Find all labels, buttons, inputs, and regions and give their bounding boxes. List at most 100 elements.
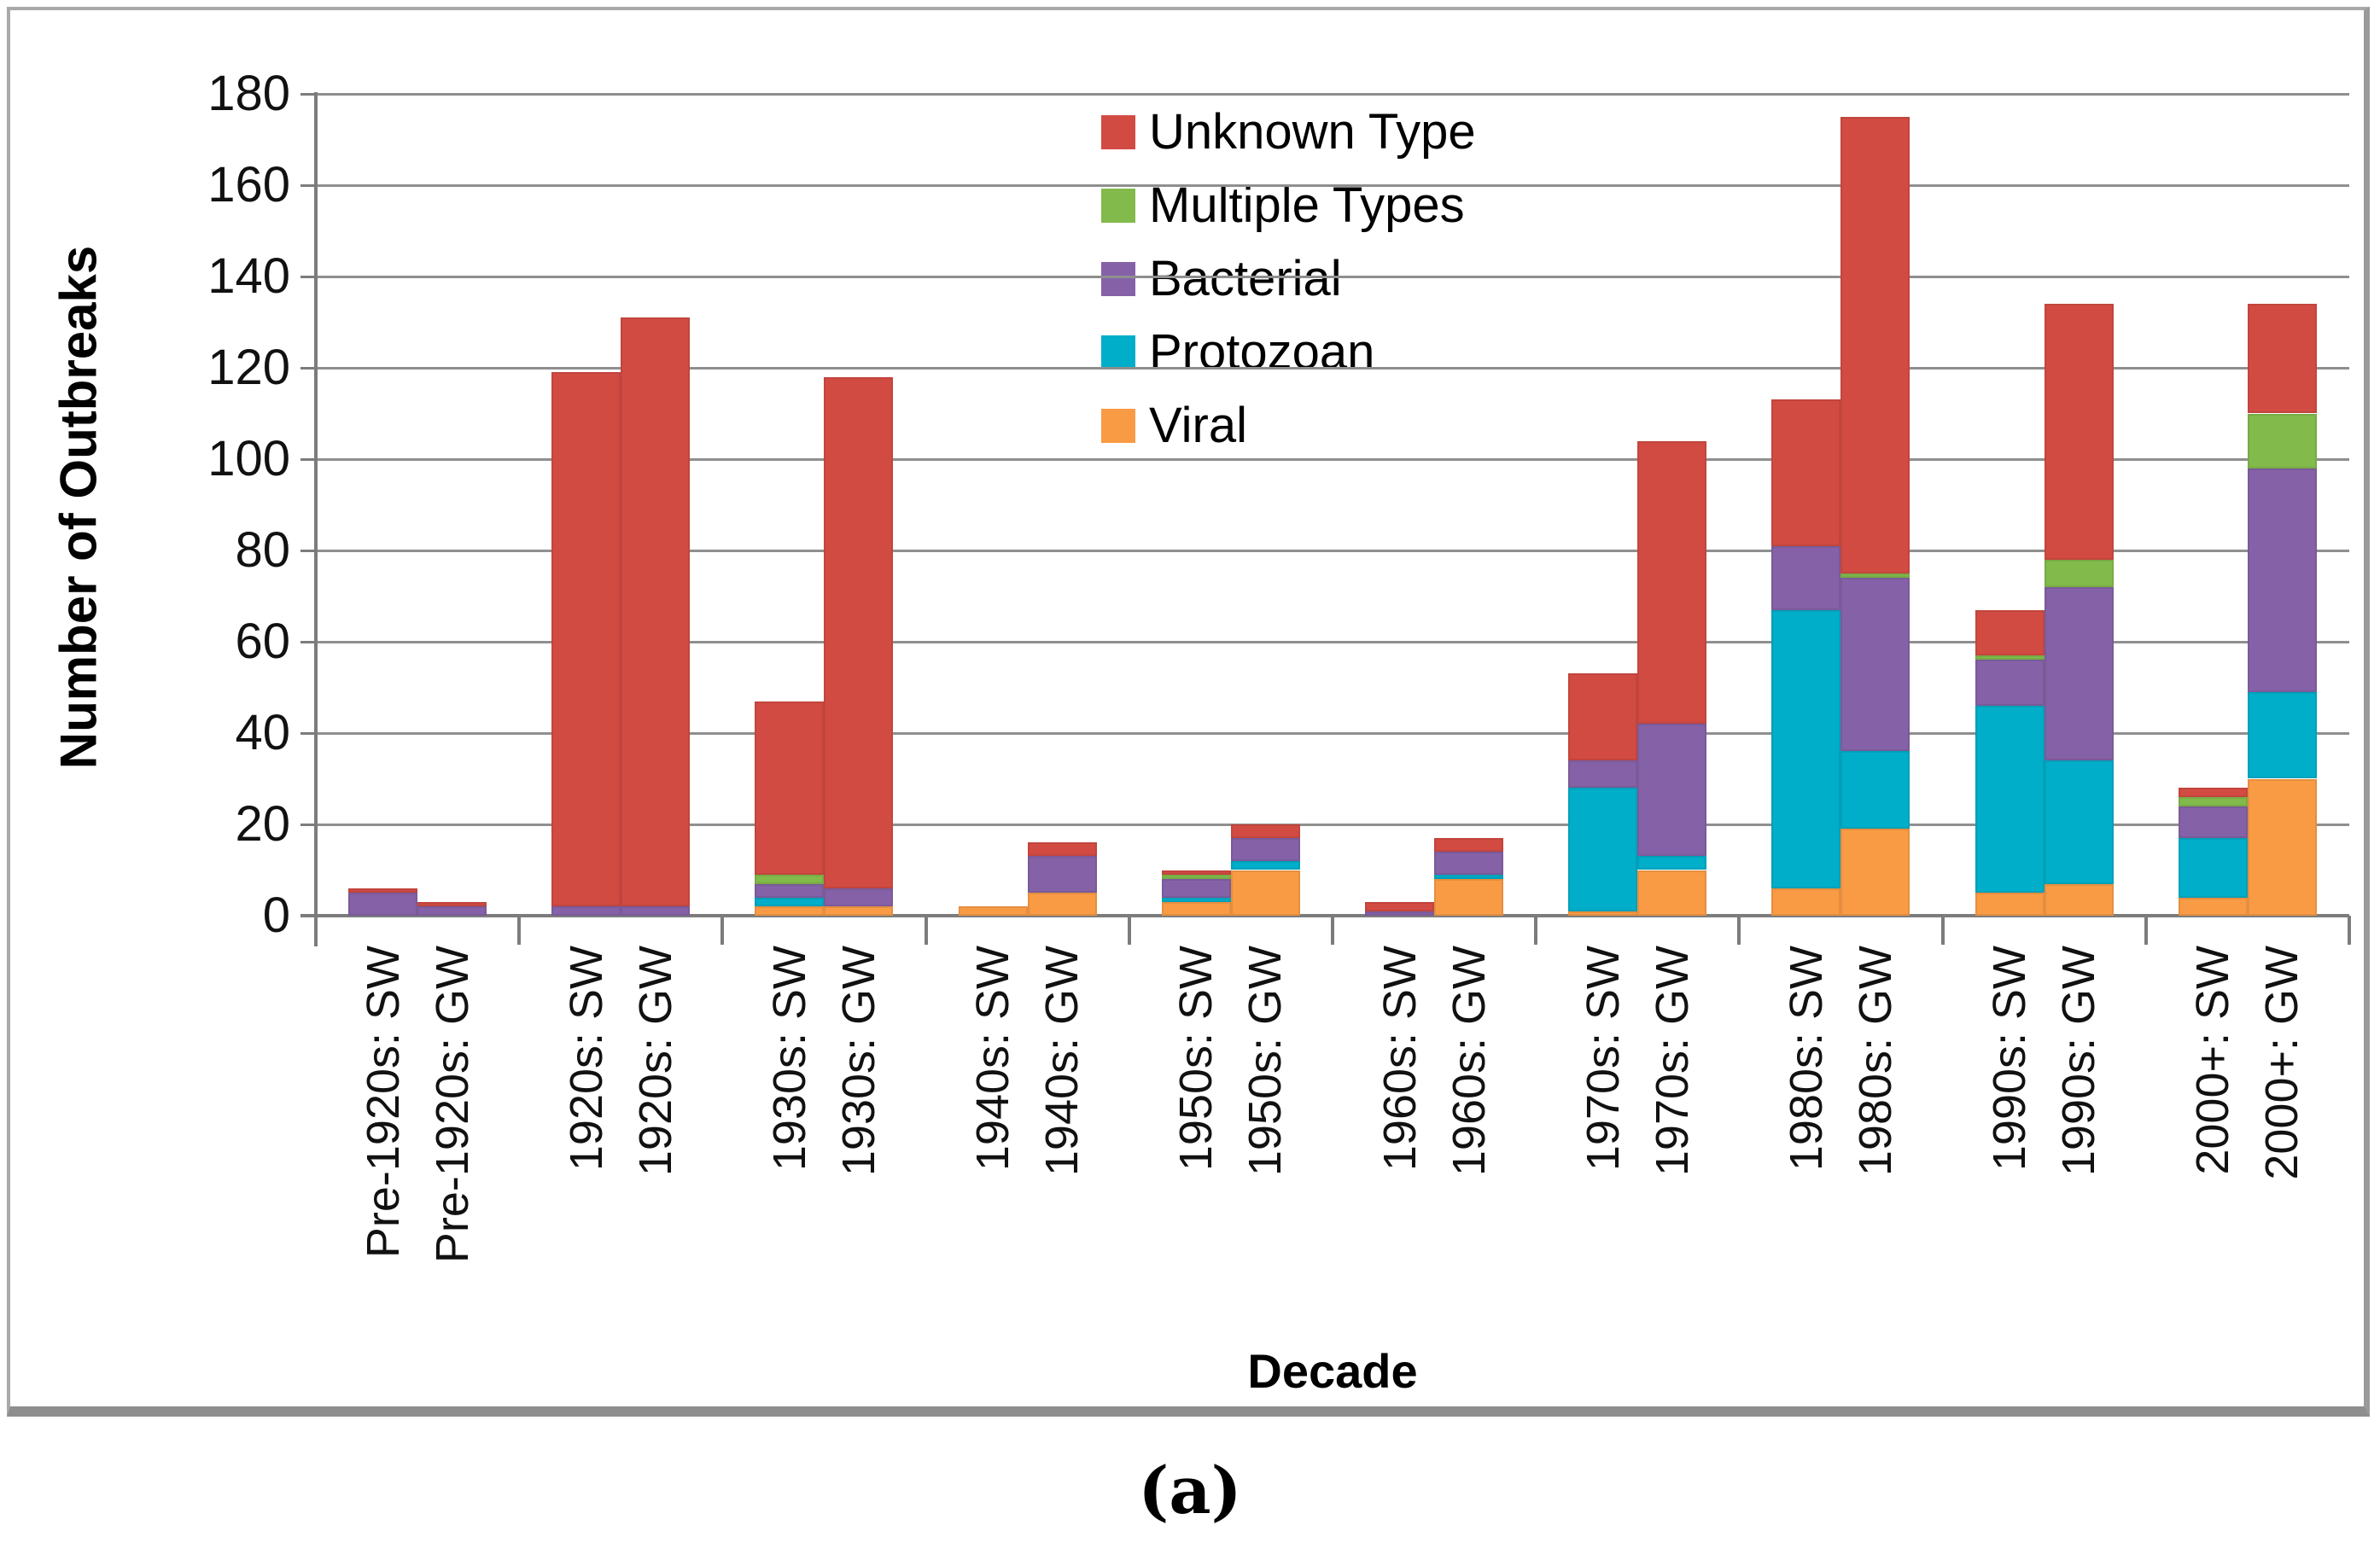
x-axis-tick	[924, 916, 928, 945]
legend-item: Bacterial	[1101, 242, 1476, 316]
bar-segment	[2178, 796, 2248, 806]
bar-segment	[1771, 545, 1841, 610]
y-axis-title: Number of Outbreaks	[50, 245, 108, 770]
bar-segment	[551, 906, 621, 916]
bar-segment	[1568, 673, 1638, 761]
legend-item: Protozoan	[1101, 316, 1476, 389]
bar-segment	[1161, 874, 1231, 880]
bar-segment	[1771, 609, 1841, 888]
x-tick-label: Pre-1920s: GW	[426, 946, 478, 1264]
bar-segment	[2178, 838, 2248, 898]
legend-item: Viral	[1101, 389, 1476, 463]
x-tick-label: 1930s: SW	[763, 946, 815, 1172]
gridline	[316, 550, 2349, 552]
x-axis-tick	[1534, 916, 1538, 945]
x-tick-label: 1920s: SW	[560, 946, 612, 1172]
bar-segment	[621, 317, 691, 907]
bar-segment	[1365, 901, 1434, 911]
gridline	[316, 367, 2349, 370]
x-axis-tick	[1737, 916, 1741, 945]
bar-segment	[1637, 724, 1707, 857]
bar-segment	[2247, 691, 2317, 779]
bar-segment	[958, 906, 1028, 916]
bar-segment	[1975, 893, 2045, 916]
gridline	[316, 458, 2349, 461]
y-tick-label: 140	[207, 248, 290, 304]
gridline	[316, 732, 2349, 735]
y-axis-tick	[300, 550, 316, 552]
x-axis-tick	[1127, 916, 1131, 945]
bar-segment	[2044, 760, 2114, 884]
x-tick-label: 2000+: SW	[2187, 946, 2239, 1175]
x-tick-label: 1920s: GW	[629, 946, 681, 1177]
bar-segment	[1230, 870, 1300, 916]
bar-segment	[348, 893, 417, 916]
bar-segment	[1975, 660, 2045, 706]
bar-segment	[417, 901, 487, 907]
legend-swatch-icon	[1101, 262, 1135, 296]
gridline	[316, 641, 2349, 643]
bar-segment	[348, 888, 417, 894]
x-tick-label: 1980s: SW	[1780, 946, 1832, 1172]
gridline	[316, 276, 2349, 278]
bar-segment	[2178, 897, 2248, 916]
y-tick-label: 0	[262, 888, 290, 943]
legend: Unknown Type Multiple Types Bacterial Proto…	[1101, 96, 1476, 463]
bar-segment	[824, 888, 894, 907]
bar-segment	[2247, 304, 2317, 414]
y-axis-tick	[300, 276, 316, 278]
bar-segment	[1027, 893, 1097, 916]
legend-label: Protozoan	[1149, 324, 1375, 380]
bar-segment	[1230, 824, 1300, 839]
y-tick-label: 160	[207, 157, 290, 212]
bar-segment	[755, 874, 825, 884]
bar-segment	[1568, 911, 1638, 916]
legend-label: Bacterial	[1149, 251, 1342, 306]
bar-segment	[1840, 751, 1910, 829]
y-axis-tick	[300, 641, 316, 643]
legend-label: Unknown Type	[1149, 104, 1476, 160]
bar-segment	[1771, 888, 1841, 916]
bar-segment	[1365, 911, 1434, 916]
bar-segment	[1771, 399, 1841, 546]
legend-swatch-icon	[1101, 409, 1135, 443]
bar-segment	[1161, 897, 1231, 902]
legend-swatch-icon	[1101, 189, 1135, 223]
caption: (a)	[1138, 1452, 1242, 1528]
bar-segment	[755, 897, 825, 907]
y-tick-label: 180	[207, 66, 290, 121]
x-tick-label: 2000+: GW	[2256, 946, 2308, 1180]
x-tick-label: 1950s: GW	[1240, 946, 1292, 1177]
bar-segment	[1840, 116, 1910, 573]
x-tick-label: 1970s: SW	[1577, 946, 1629, 1172]
bar-segment	[1434, 879, 1503, 916]
x-tick-label: 1940s: SW	[967, 946, 1019, 1172]
bar-segment	[1637, 870, 1707, 916]
x-tick-label: 1980s: GW	[1849, 946, 1901, 1177]
bar-segment	[1637, 856, 1707, 870]
y-tick-label: 120	[207, 340, 290, 395]
bar-segment	[755, 701, 825, 875]
x-tick-label: 1990s: GW	[2053, 946, 2105, 1177]
bar-segment	[1568, 760, 1638, 789]
x-tick-label: 1960s: SW	[1374, 946, 1426, 1172]
gridline	[316, 824, 2349, 826]
bar-segment	[1840, 573, 1910, 579]
legend-item: Multiple Types	[1101, 169, 1476, 242]
bar-segment	[1230, 860, 1300, 870]
y-tick-label: 40	[235, 705, 290, 760]
x-tick-label: 1960s: GW	[1443, 946, 1495, 1177]
gridline	[316, 184, 2349, 187]
x-axis-tick	[1940, 916, 1945, 945]
x-axis-tick	[2144, 916, 2148, 945]
x-axis-title: Decade	[1247, 1344, 1418, 1398]
bar-segment	[2247, 468, 2317, 692]
x-tick-label: 1970s: GW	[1646, 946, 1698, 1177]
x-axis-tick	[2348, 916, 2351, 945]
y-tick-label: 100	[207, 431, 290, 486]
legend-label: Multiple Types	[1149, 178, 1465, 233]
bar-segment	[2044, 586, 2114, 761]
legend-swatch-icon	[1101, 335, 1135, 370]
x-axis-tick	[720, 916, 725, 945]
y-axis-tick	[300, 184, 316, 187]
